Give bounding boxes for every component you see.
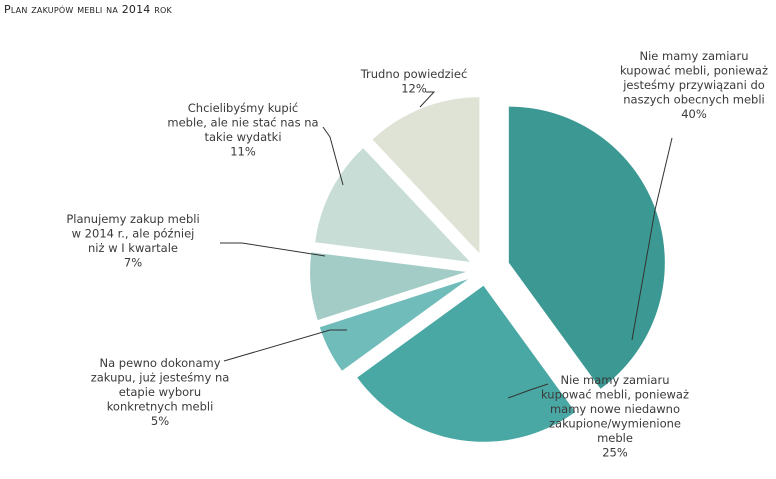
slice-value-label: 11% [230, 145, 256, 159]
leader-line [223, 329, 347, 362]
slice-label-line: jesteśmy przywiązani do [622, 78, 765, 92]
chart-title: Plan zakupów mebli na 2014 rok [4, 3, 172, 16]
slice-label-line: Nie mamy zamiaru [561, 373, 670, 387]
slice-label-line: mamy nowe niedawno [550, 402, 680, 416]
slice-label: Nie mamy zamiaru kupować mebli, ponieważ m… [541, 373, 689, 460]
slice-label-line: Planujemy zakup mebli [66, 212, 199, 226]
pie-slice [319, 279, 469, 371]
slice-label-line: naszych obecnych mebli [623, 93, 765, 107]
slice-label: Planujemy zakup mebli w 2014 r., ale późn… [66, 212, 199, 270]
slice-label-line: niż w I kwartale [88, 241, 178, 255]
slice-label-line: meble, ale nie stać nas na [167, 116, 318, 130]
slice-label-line: etapie wyboru [119, 385, 201, 399]
slice-label-line: takie wydatki [204, 130, 281, 144]
slice-label-line: meble [597, 431, 633, 445]
slice-label-line: zakupione/wymienione [549, 417, 681, 431]
slice-label: Trudno powiedzieć 12% [360, 67, 468, 96]
leader-line [419, 91, 436, 108]
pie-slice [372, 97, 480, 254]
slice-label: Nie mamy zamiaru kupować mebli, ponieważ j… [620, 49, 768, 121]
leader-line [220, 242, 326, 257]
slice-label-line: kupować mebli, ponieważ [541, 388, 689, 402]
slice-label-line: Nie mamy zamiaru [640, 49, 749, 63]
slice-label-line: zakupu, już jesteśmy na [91, 371, 230, 385]
leader-line [322, 126, 344, 186]
slice-label-line: konkretnych mebli [107, 400, 214, 414]
pie-slice [508, 106, 665, 389]
slice-value-label: 7% [124, 256, 142, 270]
pie-slice [315, 148, 470, 262]
slice-value-label: 5% [151, 414, 169, 428]
leader-line [631, 137, 673, 341]
pie-slice [310, 252, 467, 321]
slice-label-line: kupować mebli, ponieważ [620, 64, 768, 78]
leader-line [507, 383, 549, 399]
pie-slice [357, 285, 576, 442]
slice-label: Na pewno dokonamy zakupu, już jesteśmy na… [91, 356, 230, 428]
slice-label-line: Na pewno dokonamy [99, 356, 220, 370]
slice-value-label: 40% [681, 107, 707, 121]
slice-label-line: Chcielibyśmy kupić [188, 101, 298, 115]
slice-label-line: Trudno powiedzieć [360, 67, 468, 81]
slice-label-line: w 2014 r., ale później [72, 227, 195, 241]
slice-value-label: 25% [602, 446, 628, 460]
slice-label: Chcielibyśmy kupić meble, ale nie stać na… [167, 101, 318, 159]
slice-value-label: 12% [401, 82, 427, 96]
